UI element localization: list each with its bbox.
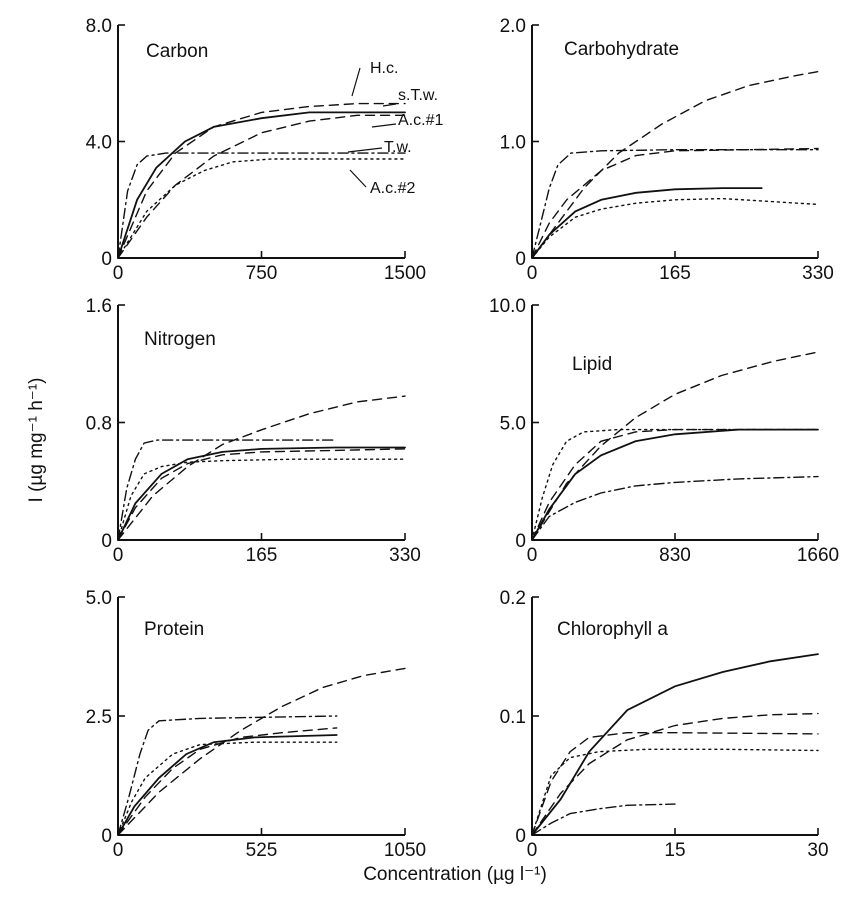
x-tick-label: 30 (807, 840, 828, 861)
series-line-s-t-w (531, 732, 819, 836)
x-tick-label: 0 (113, 263, 124, 284)
series-line-a-c-1 (531, 428, 819, 541)
panel-1: 0 1.0 2.0 0 165 330 Carbohydrate (500, 16, 834, 284)
legend-entry: T.w. (347, 139, 412, 156)
panel-title: Carbohydrate (564, 39, 679, 60)
x-tick-label: 1500 (384, 263, 426, 284)
panel-5: 0 0.1 0.2 0 15 30 Chlorophyll a (500, 588, 829, 861)
y-tick-label: 0 (515, 249, 526, 270)
series-line-a-c-1 (531, 653, 819, 836)
y-axis-title: I (µg mg⁻¹ h⁻¹) (26, 378, 47, 503)
y-tick-label: 2.0 (500, 16, 526, 37)
x-tick-label: 0 (113, 545, 124, 566)
series-line-a-c-2 (531, 428, 819, 541)
panel-4: 0 2.5 5.0 0 525 1050 Protein (86, 588, 427, 861)
series-line-a-c-2 (531, 748, 819, 836)
panel-title: Chlorophyll a (557, 619, 668, 640)
series-line-s-t-w (531, 147, 819, 259)
x-tick-label: 830 (659, 545, 691, 566)
y-tick-label: 8.0 (86, 16, 112, 37)
legend-label: s.T.w. (398, 87, 438, 104)
panel-title: Lipid (572, 354, 612, 375)
y-tick-label: 0 (101, 826, 112, 847)
y-tick-label: 0.8 (86, 414, 112, 435)
series-line-t-w (117, 715, 338, 836)
series-line-s-t-w (117, 448, 406, 541)
series-line-s-t-w (531, 428, 819, 541)
panel-title: Carbon (146, 41, 208, 62)
x-tick-label: 1660 (797, 545, 839, 566)
legend-pointer (371, 123, 397, 128)
legend-pointer (347, 147, 383, 153)
y-tick-label: 5.0 (86, 588, 112, 609)
legend-label: A.c.#2 (370, 180, 415, 197)
legend-entry: s.T.w. (382, 87, 438, 107)
series-line-t-w (531, 803, 676, 836)
y-tick-label: 4.0 (86, 133, 112, 154)
y-tick-label: 0 (515, 826, 526, 847)
series-line-s-t-w (117, 727, 338, 836)
panel-3: 0 5.0 10.0 0 830 1660 Lipid (489, 296, 839, 566)
legend-entry: A.c.#2 (349, 169, 415, 197)
y-tick-label: 5.0 (500, 414, 526, 435)
x-tick-label: 0 (527, 545, 538, 566)
y-tick-label: 1.0 (500, 133, 526, 154)
series-line-a-c-2 (117, 458, 406, 541)
x-tick-label: 1050 (384, 840, 426, 861)
series-line-a-c-2 (531, 197, 819, 259)
y-tick-label: 0.2 (500, 588, 526, 609)
series-line-t-w (117, 439, 337, 541)
x-tick-label: 525 (246, 840, 278, 861)
legend-pointer (382, 103, 397, 107)
series-line-t-w (531, 475, 819, 541)
legend-label: T.w. (384, 139, 412, 156)
series-line-a-c-2 (117, 158, 406, 259)
x-tick-label: 0 (113, 840, 124, 861)
panel-0: 0 4.0 8.0 0 750 1500 Carbon (86, 16, 427, 284)
x-tick-label: 0 (527, 840, 538, 861)
series-line-h-c (531, 712, 819, 836)
series-line-h-c (531, 70, 819, 259)
series-line-t-w (117, 152, 406, 259)
y-tick-label: 0 (101, 531, 112, 552)
series-line-h-c (531, 351, 819, 541)
y-tick-label: 0 (101, 249, 112, 270)
legend-entry: A.c.#1 (371, 112, 443, 129)
series-line-a-c-2 (117, 741, 338, 836)
x-tick-label: 165 (659, 263, 691, 284)
y-tick-label: 0 (515, 531, 526, 552)
series-line-t-w (531, 149, 819, 259)
series-line-h-c (117, 667, 406, 836)
x-tick-label: 330 (389, 545, 421, 566)
legend-pointer (351, 67, 361, 97)
legend-label: H.c. (370, 60, 398, 77)
panel-title: Protein (144, 619, 204, 640)
x-tick-label: 330 (802, 263, 834, 284)
legend-annotations: H.c.s.T.w. A.c.#1 T.w. A.c.#2 (347, 60, 443, 197)
panel-title: Nitrogen (144, 329, 216, 350)
series-line-a-c-1 (531, 187, 763, 259)
x-tick-label: 0 (527, 263, 538, 284)
legend-label: A.c.#1 (398, 112, 443, 129)
x-axis-title: Concentration (µg l⁻¹) (363, 864, 547, 885)
legend-entry: H.c. (351, 60, 398, 97)
series-line-a-c-1 (117, 446, 406, 541)
x-tick-label: 165 (246, 545, 278, 566)
series-line-a-c-1 (117, 111, 406, 259)
y-tick-label: 2.5 (86, 707, 112, 728)
x-tick-label: 750 (246, 263, 278, 284)
y-tick-label: 10.0 (489, 296, 526, 317)
legend-pointer (349, 169, 367, 188)
series-line-h-c (117, 102, 406, 259)
series-line-h-c (117, 395, 406, 541)
y-tick-label: 0.1 (500, 707, 526, 728)
y-tick-label: 1.6 (86, 296, 112, 317)
series-line-a-c-1 (117, 734, 338, 836)
x-tick-label: 15 (664, 840, 685, 861)
panel-2: 0 0.8 1.6 0 165 330 Nitrogen (86, 296, 421, 566)
series-line-s-t-w (117, 114, 406, 259)
